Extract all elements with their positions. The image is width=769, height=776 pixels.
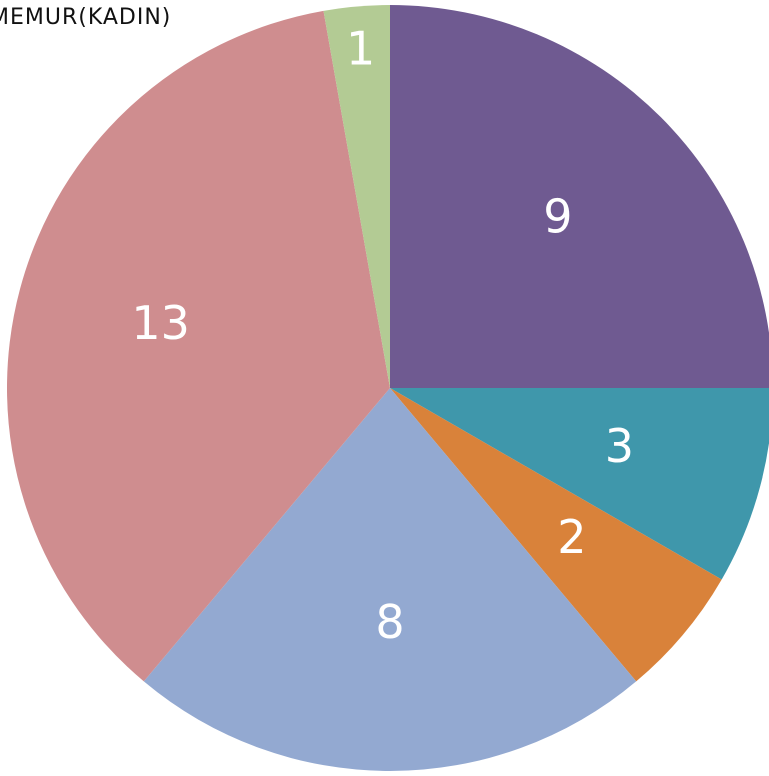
pie-slice <box>323 5 390 388</box>
chart-title: MEMUR(KADIN) <box>0 5 171 30</box>
data-label: 1 <box>346 22 375 76</box>
pie-slice <box>6 10 391 682</box>
pie-slice <box>390 388 722 682</box>
data-label: 9 <box>543 190 572 244</box>
data-label: 8 <box>375 595 404 649</box>
data-label: 2 <box>557 510 586 564</box>
data-label: 3 <box>605 419 634 473</box>
pie <box>6 5 769 771</box>
pie-slice <box>143 388 637 771</box>
pie-slice <box>390 5 769 388</box>
data-label: 13 <box>131 296 190 350</box>
pie-slice <box>390 388 769 580</box>
